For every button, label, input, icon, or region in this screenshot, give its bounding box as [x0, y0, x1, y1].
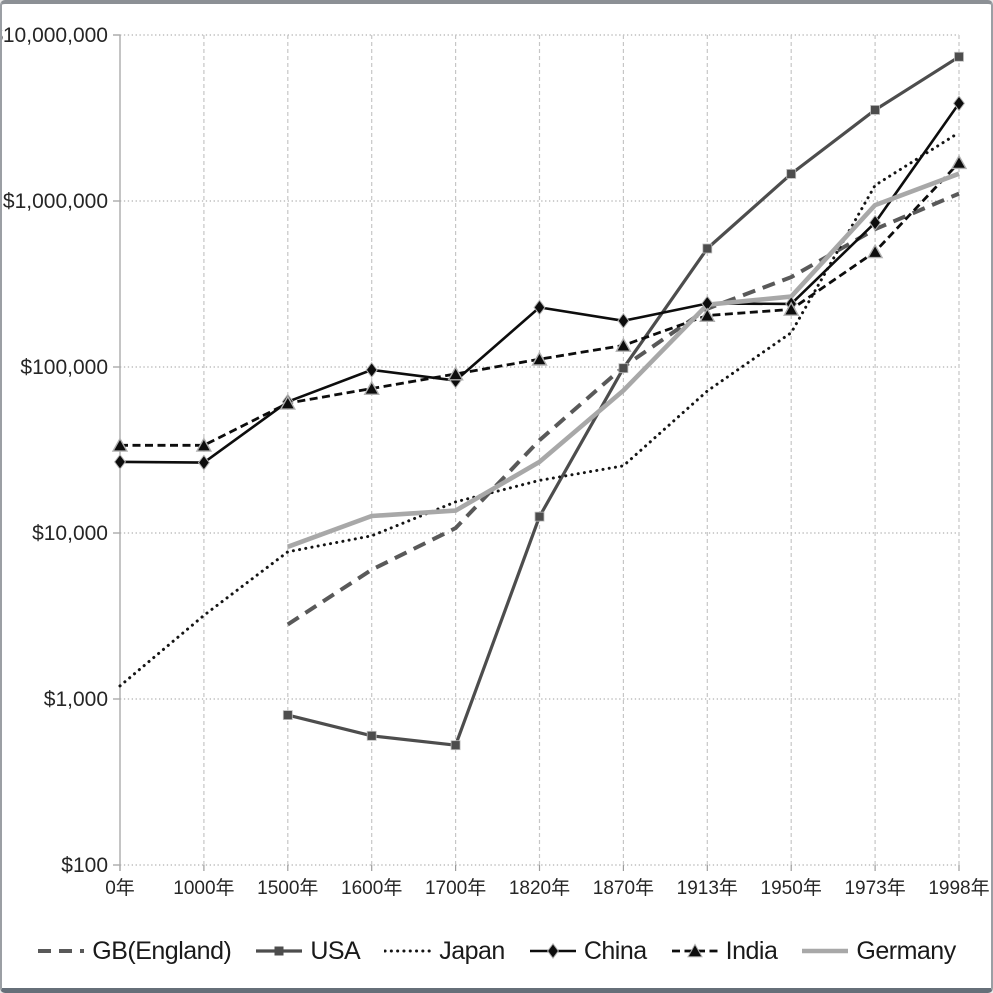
- x-tick-label: 1700年: [425, 877, 486, 899]
- y-tick-label: $1,000: [44, 688, 108, 711]
- legend-item-usa: USA: [255, 936, 361, 966]
- marker-square: [534, 511, 545, 522]
- legend-label: Japan: [439, 936, 505, 965]
- marker-triangle: [279, 395, 296, 410]
- marker-square: [954, 51, 964, 62]
- series-line-india: [120, 161, 961, 447]
- marker-triangle: [447, 365, 464, 381]
- marker-square: [870, 105, 880, 115]
- y-tick-label: $10,000: [32, 522, 108, 545]
- marker-triangle: [531, 351, 548, 366]
- legend-marker-square: [274, 946, 284, 956]
- x-tick-label: 1998年: [928, 877, 989, 899]
- legend-marker-triangle: [686, 943, 703, 958]
- y-tick-label: $10,000,000: [2, 24, 108, 47]
- legend-item-india: India: [671, 937, 778, 966]
- marker-diamond: [869, 214, 882, 231]
- x-tick-label: 1973年: [844, 877, 905, 899]
- x-tick-label: 1820年: [509, 877, 570, 899]
- marker-square: [450, 740, 461, 751]
- series-line-germany: [287, 171, 960, 549]
- x-tick-label: 1600年: [341, 877, 402, 899]
- marker-triangle: [363, 380, 380, 395]
- y-tick-label: $1,000,000: [3, 190, 108, 213]
- legend-item-japan: Japan: [384, 937, 505, 966]
- x-tick-label: 1950年: [761, 877, 822, 899]
- marker-diamond: [197, 454, 210, 471]
- legend-line-sample: [256, 946, 303, 956]
- marker-triangle: [615, 337, 632, 352]
- legend-marker-diamond: [546, 942, 559, 960]
- legend-label: Germany: [856, 936, 956, 965]
- marker-square: [786, 169, 797, 179]
- marker-square: [618, 363, 629, 374]
- marker-diamond: [533, 299, 546, 316]
- legend-line-sample: [529, 942, 576, 960]
- marker-square: [702, 243, 713, 254]
- legend-line-sample: [384, 949, 433, 953]
- marker-diamond: [617, 312, 630, 329]
- y-tick-label: $100,000: [20, 356, 108, 379]
- x-tick-label: 1870年: [593, 877, 654, 899]
- marker-triangle: [950, 154, 968, 170]
- legend-label: GB(England): [92, 936, 232, 965]
- legend-label: China: [583, 936, 647, 965]
- marker-diamond: [952, 95, 966, 112]
- legend-line-sample: [802, 948, 849, 954]
- x-tick-label: 1000年: [173, 877, 234, 899]
- marker-triangle: [699, 307, 716, 323]
- marker-diamond: [113, 453, 127, 470]
- legend-label: India: [725, 936, 778, 965]
- x-tick-label: 1500年: [257, 877, 318, 899]
- legend-label: USA: [310, 936, 361, 965]
- series-line-japan: [118, 131, 961, 688]
- x-tick-label: 0年: [105, 877, 135, 899]
- marker-triangle: [195, 437, 213, 452]
- legend-line-sample: [671, 943, 718, 958]
- plot-area-wrap: $10,000,000 $1,000,000 $100,000 $10,000 $1,0…: [2, 4, 991, 919]
- marker-triangle: [111, 437, 129, 452]
- x-tick-label: 1913年: [677, 877, 738, 899]
- marker-square: [282, 710, 293, 720]
- marker-diamond: [365, 361, 378, 378]
- marker-triangle: [866, 243, 884, 259]
- marker-square: [366, 730, 377, 741]
- legend-item-china: China: [529, 937, 647, 966]
- y-tick-label: $100: [61, 854, 108, 877]
- legend-item-germany: Germany: [801, 936, 956, 966]
- chart-legend: GB(England) USA Japan China India Germany: [2, 920, 991, 982]
- marker-triangle: [783, 301, 800, 316]
- legend-item-gb-england-: GB(England): [37, 936, 232, 966]
- gdp-log-line-chart: $10,000,000 $1,000,000 $100,000 $10,000 $1,0…: [2, 24, 990, 899]
- legend-line-sample: [38, 949, 85, 953]
